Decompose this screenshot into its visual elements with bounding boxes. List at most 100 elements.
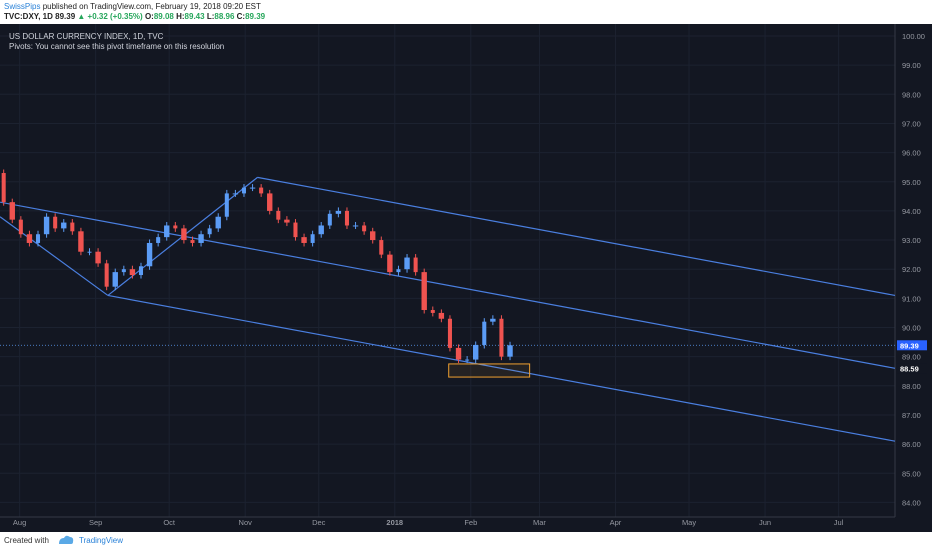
y-tick-label: 90.00 bbox=[902, 324, 921, 333]
candle-body bbox=[430, 310, 435, 313]
candle-body bbox=[104, 263, 109, 287]
candle-body bbox=[276, 210, 281, 220]
footer: Created with TradingView bbox=[0, 532, 932, 550]
candle-body bbox=[87, 251, 92, 253]
candle-body bbox=[241, 187, 247, 194]
symbol-label: TVC:DXY, 1D bbox=[4, 12, 53, 21]
y-tick-label: 86.00 bbox=[902, 440, 921, 449]
channel-lower-line bbox=[107, 294, 896, 442]
candle-body bbox=[61, 222, 67, 229]
candle-body bbox=[156, 237, 161, 243]
candle-body bbox=[249, 187, 256, 189]
candle-body bbox=[473, 344, 479, 360]
legend-title: US DOLLAR CURRENCY INDEX, 1D, TVC bbox=[9, 32, 164, 41]
candle-body bbox=[327, 213, 332, 226]
x-tick-label: Mar bbox=[533, 518, 546, 527]
price-change: ▲ +0.32 (+0.35%) bbox=[77, 12, 143, 21]
candle-body bbox=[507, 345, 513, 357]
y-tick-label: 93.00 bbox=[902, 236, 921, 245]
candle-body bbox=[301, 237, 307, 243]
candle-body bbox=[190, 240, 195, 243]
author-link[interactable]: SwissPips bbox=[4, 2, 41, 11]
created-with-label: Created with bbox=[4, 536, 49, 545]
candle-body bbox=[173, 225, 178, 229]
y-tick-label: 91.00 bbox=[902, 294, 921, 303]
candle-body bbox=[379, 240, 384, 255]
x-tick-label: Jul bbox=[834, 518, 844, 527]
x-tick-label: 2018 bbox=[386, 518, 403, 527]
low-value: 88.96 bbox=[214, 12, 235, 21]
y-tick-label: 100.00 bbox=[902, 32, 925, 41]
candle-body bbox=[490, 318, 496, 322]
candle-body bbox=[198, 234, 204, 243]
candle-body bbox=[421, 272, 427, 311]
y-tick-label: 84.00 bbox=[902, 498, 921, 507]
candle-body bbox=[164, 225, 170, 238]
candle-body bbox=[482, 321, 487, 345]
y-tick-label: 89.00 bbox=[902, 353, 921, 362]
price-label-box bbox=[897, 340, 927, 351]
y-tick-label: 97.00 bbox=[902, 119, 921, 128]
candle-body bbox=[95, 251, 101, 264]
close-value: 89.39 bbox=[245, 12, 266, 21]
x-tick-label: Nov bbox=[239, 518, 253, 527]
candle-body bbox=[413, 257, 418, 273]
chart-plot-area[interactable]: 100.00 99.00 98.00 97.00 96.00 95.00 94.00 93.0… bbox=[0, 24, 932, 532]
candle-body bbox=[1, 173, 6, 203]
price-chart[interactable]: 100.00 99.00 98.00 97.00 96.00 95.00 94.00 93.0… bbox=[0, 24, 932, 532]
candle-body bbox=[259, 187, 264, 194]
y-tick-label: 99.00 bbox=[902, 61, 921, 70]
candle-body bbox=[344, 210, 349, 226]
support-zone-box bbox=[448, 363, 531, 378]
candle-body bbox=[43, 216, 50, 235]
candle-body bbox=[362, 225, 367, 232]
zigzag-segment-1 bbox=[0, 216, 109, 296]
ohlc-line: TVC:DXY, 1D 89.39 ▲ +0.32 (+0.35%) O:89.… bbox=[4, 12, 265, 21]
candle-body bbox=[207, 228, 212, 235]
close-label: C: bbox=[236, 12, 246, 21]
last-price: 89.39 bbox=[55, 12, 76, 21]
open-value: 89.08 bbox=[153, 12, 174, 21]
price-label-box bbox=[897, 363, 927, 374]
candle-body bbox=[26, 234, 33, 243]
candle-body bbox=[387, 254, 393, 273]
y-tick-label: 95.00 bbox=[902, 178, 921, 187]
candle-body bbox=[129, 269, 136, 276]
candle-body bbox=[335, 210, 342, 214]
candle-body bbox=[53, 216, 58, 229]
candle-body bbox=[146, 242, 153, 267]
candle-body bbox=[9, 202, 15, 220]
candle-body bbox=[121, 269, 126, 273]
candle-body bbox=[215, 216, 221, 229]
candle-body bbox=[18, 219, 23, 235]
y-tick-label: 98.00 bbox=[902, 90, 921, 99]
x-tick-label: Sep bbox=[89, 518, 102, 527]
candle-body bbox=[465, 359, 470, 361]
candle-body bbox=[370, 231, 376, 241]
candle-body bbox=[318, 225, 324, 235]
candle-body bbox=[232, 193, 239, 195]
candle-body bbox=[112, 272, 118, 287]
candle-body bbox=[78, 231, 84, 252]
y-tick-label: 96.00 bbox=[902, 149, 921, 158]
x-tick-label: Jun bbox=[759, 518, 771, 527]
y-tick-label: 92.00 bbox=[902, 265, 921, 274]
chart-legend: US DOLLAR CURRENCY INDEX, 1D, TVC Pivots… bbox=[9, 32, 224, 52]
channel-upper-line bbox=[257, 176, 896, 297]
tradingview-logo-icon bbox=[59, 535, 74, 544]
low-label: L: bbox=[206, 12, 215, 21]
x-tick-label: May bbox=[682, 518, 696, 527]
candle-body bbox=[310, 234, 315, 243]
candle-body bbox=[352, 225, 359, 227]
candle-body bbox=[35, 234, 41, 243]
y-tick-label: 87.00 bbox=[902, 411, 921, 420]
high-label: H: bbox=[176, 12, 185, 21]
x-tick-label: Feb bbox=[464, 518, 477, 527]
candle-body bbox=[438, 312, 445, 319]
legend-pivots-note: Pivots: You cannot see this pivot timefr… bbox=[9, 42, 225, 51]
channel-middle-line bbox=[0, 201, 896, 369]
high-value: 89.43 bbox=[184, 12, 205, 21]
candle-body bbox=[499, 318, 504, 357]
candle-body bbox=[267, 193, 273, 211]
tradingview-brand-link[interactable]: TradingView bbox=[79, 536, 124, 545]
